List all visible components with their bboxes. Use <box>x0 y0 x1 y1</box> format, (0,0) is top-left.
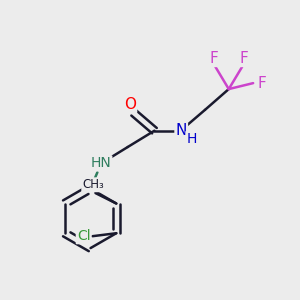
Text: HN: HN <box>91 156 111 170</box>
Text: Cl: Cl <box>77 229 90 243</box>
Text: F: F <box>257 76 266 91</box>
Text: O: O <box>124 97 136 112</box>
Text: F: F <box>239 51 248 66</box>
Text: N: N <box>176 123 187 138</box>
Text: H: H <box>186 132 197 146</box>
Text: F: F <box>209 51 218 66</box>
Text: CH₃: CH₃ <box>82 178 104 191</box>
